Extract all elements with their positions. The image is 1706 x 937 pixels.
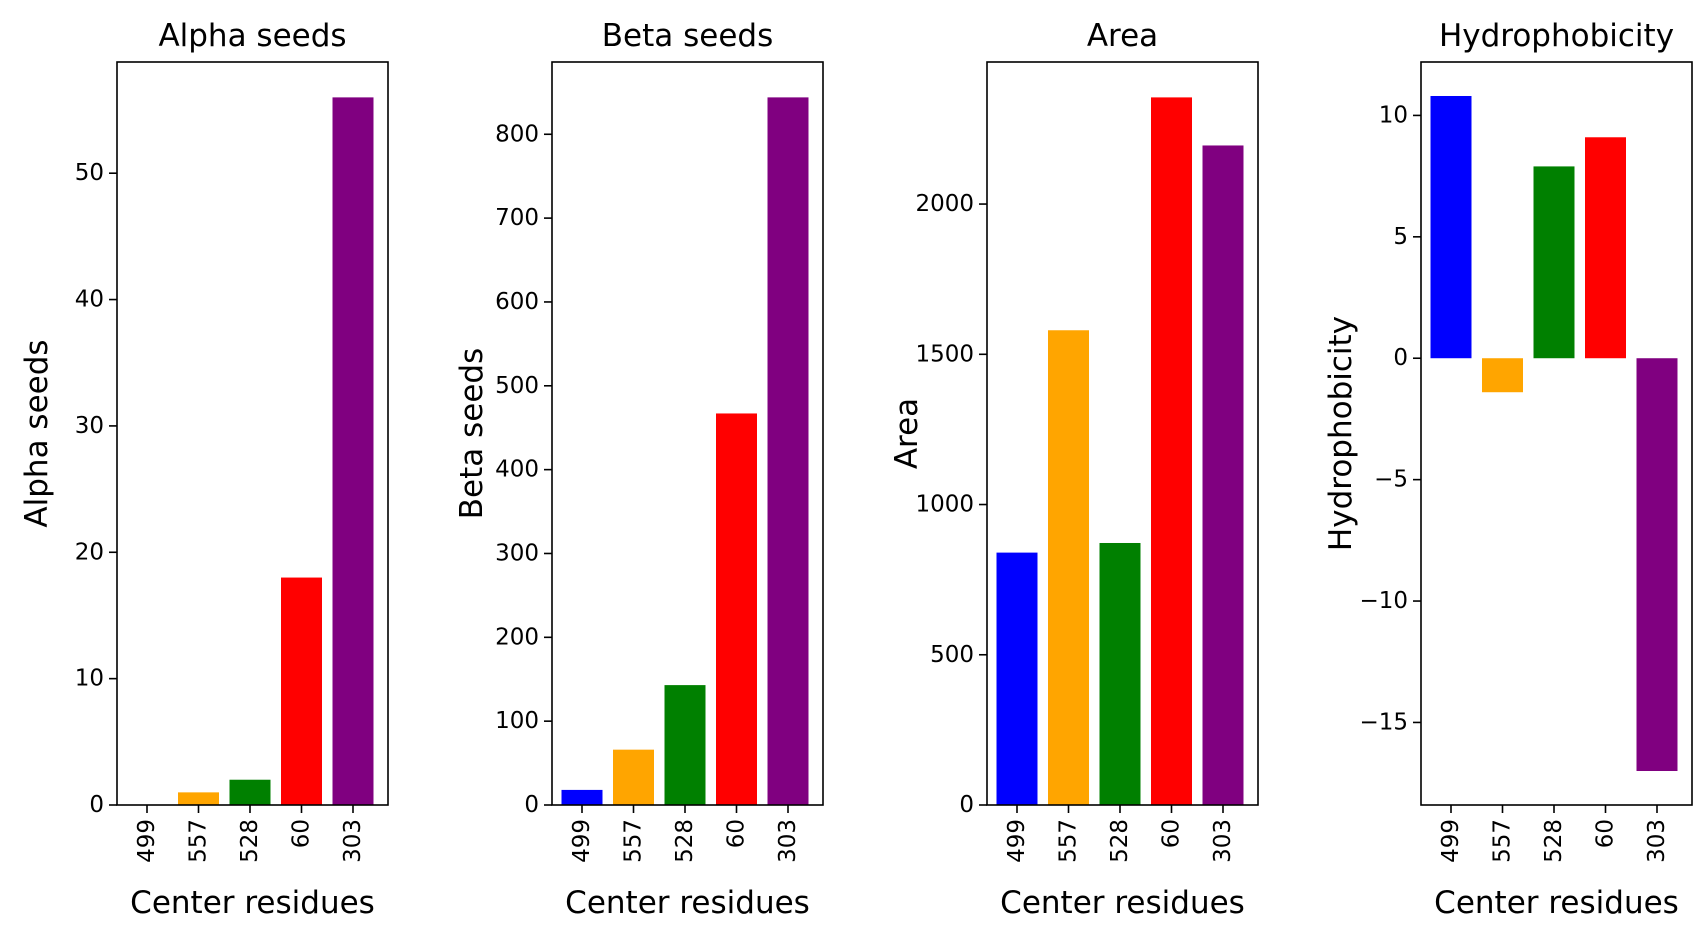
x-tick-label: 557 (186, 819, 212, 863)
x-tick-label: 303 (1210, 819, 1236, 863)
x-axis-label: Center residues (1434, 885, 1679, 921)
bar-303 (332, 97, 374, 805)
chart-panel-1: 0 10 20 30 40 50 499 557 528 60 303 Alpha seeds Cent… (19, 18, 389, 921)
x-tick-label: 499 (1004, 819, 1030, 863)
y-tick-label: 40 (75, 287, 104, 313)
x-axis-label: Center residues (1000, 885, 1245, 921)
y-tick-label: 800 (495, 121, 539, 147)
x-tick-label: 499 (134, 819, 160, 863)
x-tick-label: 499 (569, 819, 595, 863)
y-tick-label: 10 (75, 666, 104, 692)
y-tick-label: −10 (1359, 588, 1408, 614)
bar-528 (664, 685, 706, 805)
y-tick-label: 5 (1393, 224, 1408, 250)
y-tick-label: 0 (89, 792, 104, 818)
x-tick-label: 557 (621, 819, 647, 863)
bar-303 (767, 97, 809, 805)
y-tick-label: −15 (1359, 709, 1408, 735)
bar-528 (229, 779, 271, 805)
x-tick-label: 499 (1438, 819, 1464, 863)
y-tick-label: 200 (495, 624, 539, 650)
y-tick-label: 500 (495, 373, 539, 399)
bar-499 (561, 789, 603, 805)
y-tick-label: 20 (75, 539, 104, 565)
chart-panel-4: −15 −10 −5 0 5 10 499 557 528 60 303 Hydrophobicity… (1323, 18, 1693, 921)
y-tick-label: 0 (524, 792, 539, 818)
bar-60 (1151, 97, 1192, 805)
y-tick-label: −5 (1374, 467, 1408, 493)
bar-499 (1430, 95, 1472, 359)
y-tick-label: 0 (959, 792, 974, 818)
y-tick-label: 1500 (915, 341, 974, 367)
chart-panel-2: 0 100 200 300 400 500 600 700 800 499 557 528 60 303 B… (454, 18, 824, 921)
y-tick-label: 500 (930, 642, 974, 668)
y-axis-label: Area (889, 398, 925, 469)
x-tick-label: 303 (775, 819, 801, 863)
bar-303 (1202, 145, 1244, 805)
x-tick-label: 557 (1056, 819, 1082, 863)
bar-557 (613, 749, 654, 805)
y-tick-label: 300 (495, 540, 539, 566)
bar-303 (1636, 358, 1678, 772)
y-tick-label: 100 (495, 708, 539, 734)
plot-frame (986, 61, 1259, 806)
y-tick-label: 30 (75, 413, 104, 439)
y-tick-label: 2000 (915, 191, 974, 217)
y-tick-label: 0 (1393, 345, 1408, 371)
bar-528 (1099, 542, 1141, 805)
x-tick-label: 528 (237, 819, 263, 863)
x-tick-label: 60 (289, 819, 315, 848)
chart-panel-3: 0 500 1000 1500 2000 499 557 528 60 303 Area Center… (889, 18, 1259, 921)
bar-499 (996, 552, 1038, 805)
bar-60 (281, 577, 322, 805)
x-tick-label: 303 (340, 819, 366, 863)
bar-60 (1585, 137, 1626, 359)
x-tick-label: 60 (724, 819, 750, 848)
y-tick-label: 10 (1379, 102, 1408, 128)
x-tick-label: 528 (1541, 819, 1567, 863)
x-tick-label: 60 (1593, 819, 1619, 848)
bar-557 (178, 792, 219, 805)
bar-557 (1482, 358, 1523, 393)
x-axis-label: Center residues (130, 885, 375, 921)
chart-title: Alpha seeds (158, 18, 346, 54)
bar-60 (716, 413, 757, 805)
x-tick-label: 303 (1644, 819, 1670, 863)
y-tick-label: 50 (75, 160, 104, 186)
x-tick-label: 60 (1159, 819, 1185, 848)
y-axis-label: Alpha seeds (19, 339, 55, 527)
x-tick-label: 557 (1490, 819, 1516, 863)
plot-frame (551, 61, 824, 806)
bar-528 (1533, 166, 1575, 359)
plot-frame (1420, 61, 1693, 806)
bar-557 (1048, 330, 1089, 805)
y-tick-label: 400 (495, 457, 539, 483)
chart-title: Area (1087, 18, 1158, 54)
x-axis-label: Center residues (565, 885, 810, 921)
y-axis-label: Beta seeds (454, 348, 490, 519)
y-tick-label: 1000 (915, 492, 974, 518)
x-tick-label: 528 (672, 819, 698, 863)
y-axis-label: Hydrophobicity (1323, 316, 1359, 551)
x-tick-label: 528 (1107, 819, 1133, 863)
plot-frame (116, 61, 389, 806)
chart-title: Beta seeds (602, 18, 773, 54)
y-tick-label: 600 (495, 289, 539, 315)
y-tick-label: 700 (495, 205, 539, 231)
chart-title: Hydrophobicity (1439, 18, 1674, 54)
